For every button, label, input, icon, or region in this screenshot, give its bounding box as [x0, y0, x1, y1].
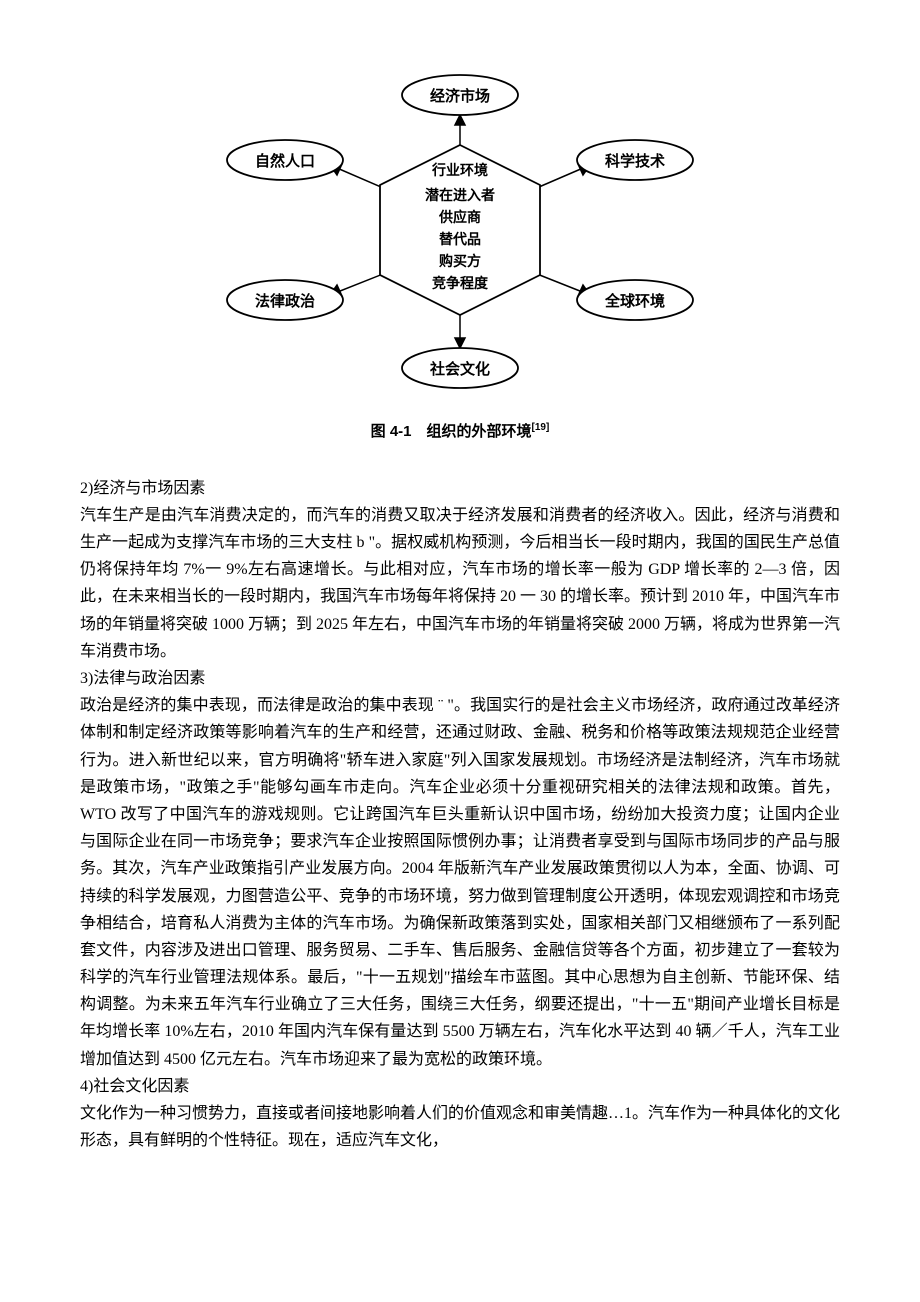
center-item-3: 购买方	[439, 253, 481, 270]
center-item-0: 潜在进入者	[425, 187, 495, 204]
heading-2: 2)经济与市场因素	[80, 475, 840, 502]
body-2: 汽车生产是由汽车消费决定的，而汽车的消费又取决于经济发展和消费者的经济收入。因此…	[80, 502, 840, 665]
node-bottom: 社会文化	[429, 360, 490, 378]
node-right1: 科学技术	[605, 152, 665, 170]
center-item-2: 替代品	[439, 231, 481, 248]
figure-caption: 图 4-1 组织的外部环境[19]	[80, 419, 840, 445]
body-4: 文化作为一种习惯势力，直接或者间接地影响着人们的价值观念和审美情趣…1。汽车作为…	[80, 1100, 840, 1154]
org-environment-diagram: 行业环境 潜在进入者 供应商 替代品 购买方 竞争程度 经济市场 自然人口 法律…	[200, 60, 720, 409]
heading-4: 4)社会文化因素	[80, 1073, 840, 1100]
caption-sup: [19]	[532, 422, 550, 433]
body-3: 政治是经济的集中表现，而法律是政治的集中表现 ¨ "。我国实行的是社会主义市场经…	[80, 692, 840, 1073]
heading-3: 3)法律与政治因素	[80, 665, 840, 692]
diagram-container: 行业环境 潜在进入者 供应商 替代品 购买方 竞争程度 经济市场 自然人口 法律…	[80, 60, 840, 445]
node-right2: 全球环境	[604, 292, 665, 310]
node-left1: 自然人口	[255, 152, 315, 170]
center-item-1: 供应商	[438, 209, 481, 226]
node-top: 经济市场	[430, 87, 490, 105]
center-item-4: 竞争程度	[432, 275, 489, 292]
center-title: 行业环境	[431, 162, 488, 179]
node-left2: 法律政治	[255, 292, 315, 310]
caption-text: 图 4-1 组织的外部环境	[371, 423, 532, 440]
